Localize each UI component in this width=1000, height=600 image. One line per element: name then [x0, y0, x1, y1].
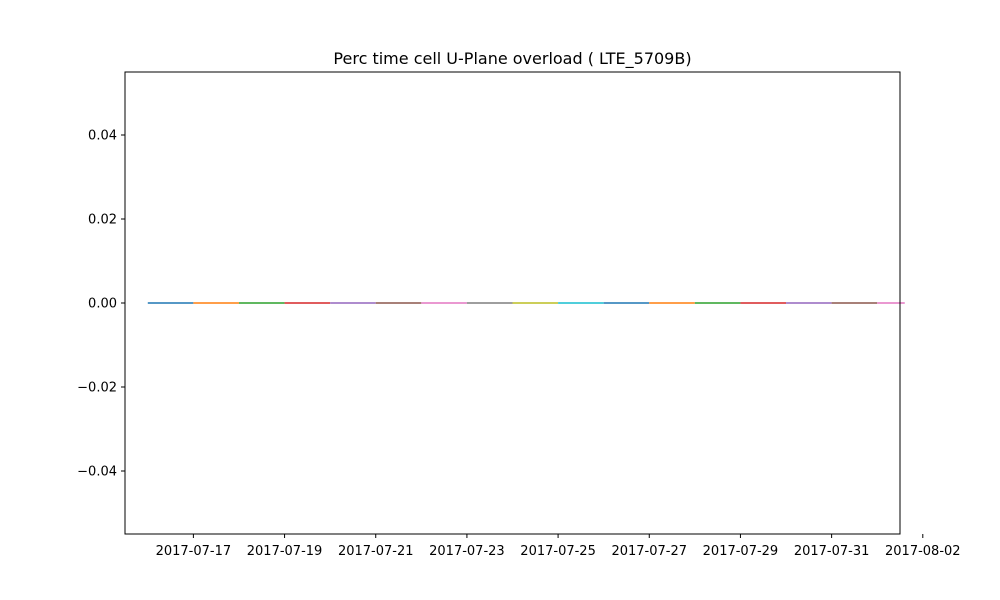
- chart-title: Perc time cell U-Plane overload ( LTE_57…: [333, 49, 691, 69]
- x-tick-label: 2017-07-25: [520, 544, 596, 559]
- x-tick-label: 2017-07-19: [247, 544, 323, 559]
- x-axis: 2017-07-17 2017-07-19 2017-07-21 2017-07-23…: [156, 534, 961, 559]
- y-tick-label: 0.04: [88, 129, 117, 144]
- y-tick-label: −0.02: [77, 381, 117, 396]
- y-tick-label: 0.02: [88, 213, 117, 228]
- y-tick-label: 0.00: [88, 297, 117, 312]
- plot-frame: [124, 71, 901, 535]
- x-tick-label: 2017-07-29: [703, 544, 779, 559]
- x-tick-label: 2017-07-27: [611, 544, 687, 559]
- y-tick-label: −0.04: [77, 465, 117, 480]
- x-tick-label: 2017-07-23: [429, 544, 505, 559]
- x-tick-label: 2017-07-17: [156, 544, 232, 559]
- x-tick-label: 2017-07-21: [338, 544, 414, 559]
- x-tick-label: 2017-08-02: [885, 544, 961, 559]
- y-axis: 0.04 0.02 0.00 −0.02 −0.04: [77, 129, 125, 480]
- x-tick-label: 2017-07-31: [794, 544, 870, 559]
